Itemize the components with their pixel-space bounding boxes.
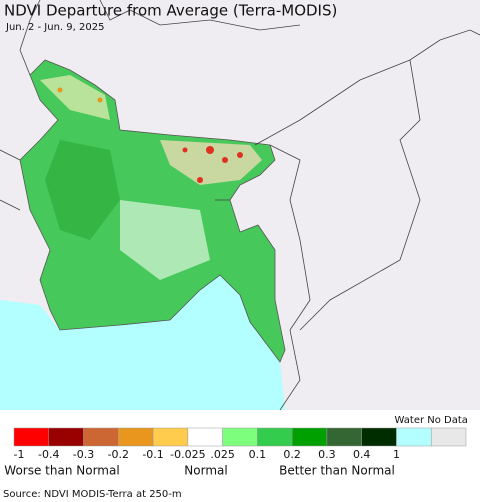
patch [57, 87, 63, 93]
legend-swatch [257, 427, 293, 447]
source: Source: NDVI MODIS-Terra at 250-m [3, 489, 182, 500]
legend-swatch [291, 427, 328, 447]
map [0, 0, 480, 411]
legend-swatch [326, 427, 362, 447]
patch [197, 177, 203, 183]
land-shade [45, 140, 120, 240]
patch [182, 147, 188, 153]
legend-swatch [396, 427, 432, 447]
legend-swatch [187, 427, 223, 447]
legend-tick-label: 0.1 [249, 448, 267, 461]
legend-tick-label: 0.2 [283, 448, 301, 461]
land-shade [120, 200, 210, 280]
legend-heading: Water No Data [395, 415, 468, 426]
title: NDVI Departure from Average (Terra-MODIS… [4, 2, 337, 20]
legend-tick-label: -1 [14, 448, 25, 461]
legend: Water No Data -1 -0.4 -0.3 -0.2 -0.1 -0.025 .02… [4, 415, 468, 478]
legend-swatch [152, 427, 189, 447]
border-line [0, 0, 480, 411]
legend-swatch [118, 427, 154, 447]
legend-swatch [13, 427, 50, 447]
sea [0, 275, 285, 410]
legend-tick-label: -0.025 [170, 448, 205, 461]
legend-category: Better than Normal [279, 464, 395, 478]
legend-tick-label: 0.4 [353, 448, 371, 461]
land-shade [40, 75, 110, 120]
legend-tick-label: .025 [210, 448, 235, 461]
legend-category: Normal [184, 464, 227, 478]
patch [237, 152, 243, 158]
subtitle: Jun. 2 - Jun. 9, 2025 [5, 22, 104, 33]
legend-tick-label: -0.3 [73, 448, 94, 461]
dry-patches [57, 87, 243, 183]
patch [222, 157, 228, 163]
legend-tick-label: 1 [393, 448, 400, 461]
legend-swatch [430, 427, 467, 447]
legend-tick-label: -0.1 [142, 448, 163, 461]
legend-swatch [361, 427, 397, 447]
patch [206, 146, 214, 154]
legend-swatch [83, 427, 119, 447]
legend-swatch [48, 427, 84, 447]
legend-category: Worse than Normal [4, 464, 119, 478]
legend-tick-label: 0.3 [318, 448, 336, 461]
patch [97, 97, 103, 103]
legend-tick-label: -0.2 [108, 448, 129, 461]
legend-swatch [222, 427, 258, 447]
legend-tick-label: -0.4 [38, 448, 59, 461]
